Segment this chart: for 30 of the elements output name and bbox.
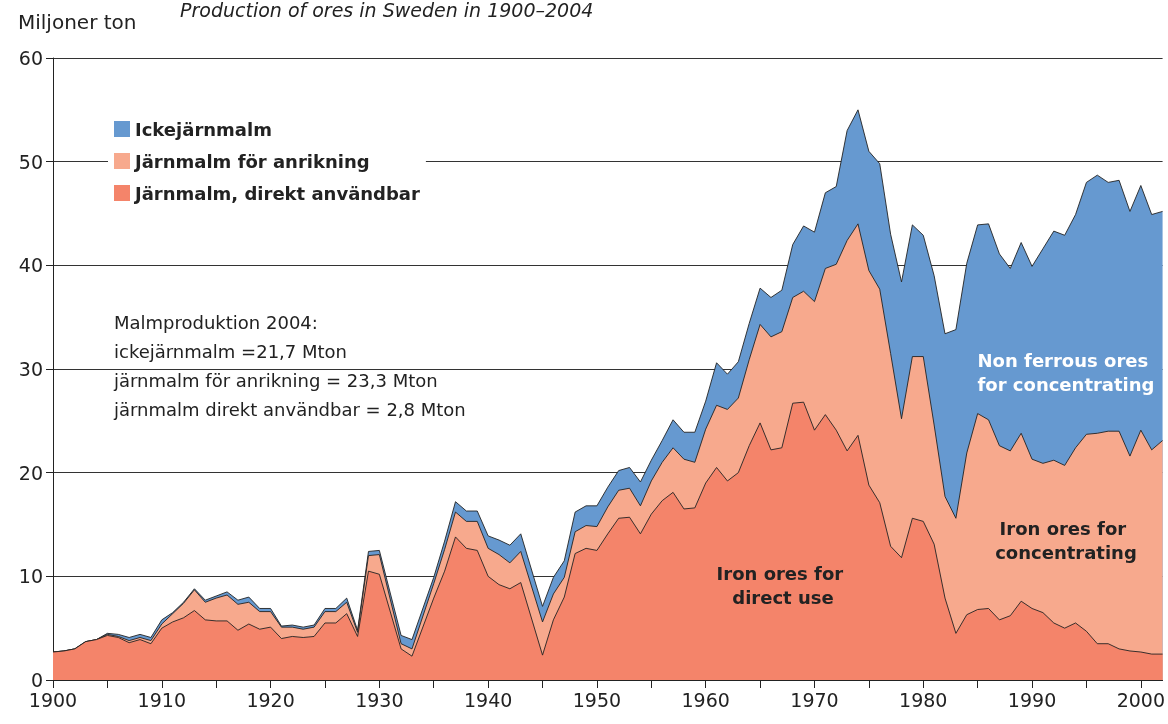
- x-tick-label: 1970: [790, 688, 839, 711]
- x-tick-label: 1990: [1007, 688, 1057, 711]
- annotation: Non ferrous ores for concentrating: [977, 349, 1155, 395]
- x-tick-label: 1930: [355, 688, 404, 711]
- x-tick-label: 1950: [572, 688, 622, 711]
- y-axis-title: Miljoner ton: [18, 10, 137, 34]
- y-tick-label: 20: [18, 461, 43, 484]
- chart-title: Production of ores in Sweden in 1900–2004: [180, 0, 594, 21]
- annotation: Malmproduktion 2004:: [114, 311, 318, 333]
- annotation: järnmalm direkt användbar = 2,8 Mton: [113, 398, 466, 420]
- y-tick-label: 40: [18, 254, 43, 277]
- annotation: Iron ores for concentrating: [995, 517, 1137, 563]
- x-tick-label: 1920: [246, 688, 295, 711]
- x-tick-label: 2000: [1116, 688, 1165, 711]
- annotation: Iron ores for direct use: [716, 562, 850, 608]
- x-tick-label: 1940: [463, 688, 513, 711]
- y-tick-label: 60: [18, 47, 43, 69]
- legend-label: Järnmalm för anrikning: [133, 150, 370, 172]
- y-tick-label: 30: [18, 358, 43, 380]
- x-tick-label: 1910: [137, 688, 186, 711]
- x-tick-label: 1980: [899, 688, 948, 711]
- legend-label: Ickejärnmalm: [135, 118, 272, 140]
- annotation: ickejärnmalm =21,7 Mton: [114, 340, 347, 362]
- x-tick-label: 1960: [681, 688, 730, 711]
- annotation: järnmalm för anrikning = 23,3 Mton: [113, 369, 438, 391]
- legend-label: Järnmalm, direkt användbar: [133, 182, 421, 204]
- y-tick-label: 50: [18, 150, 43, 173]
- y-tick-label: 10: [18, 565, 43, 588]
- y-tick-label: 0: [30, 669, 43, 691]
- x-tick-label: 1900: [28, 688, 78, 711]
